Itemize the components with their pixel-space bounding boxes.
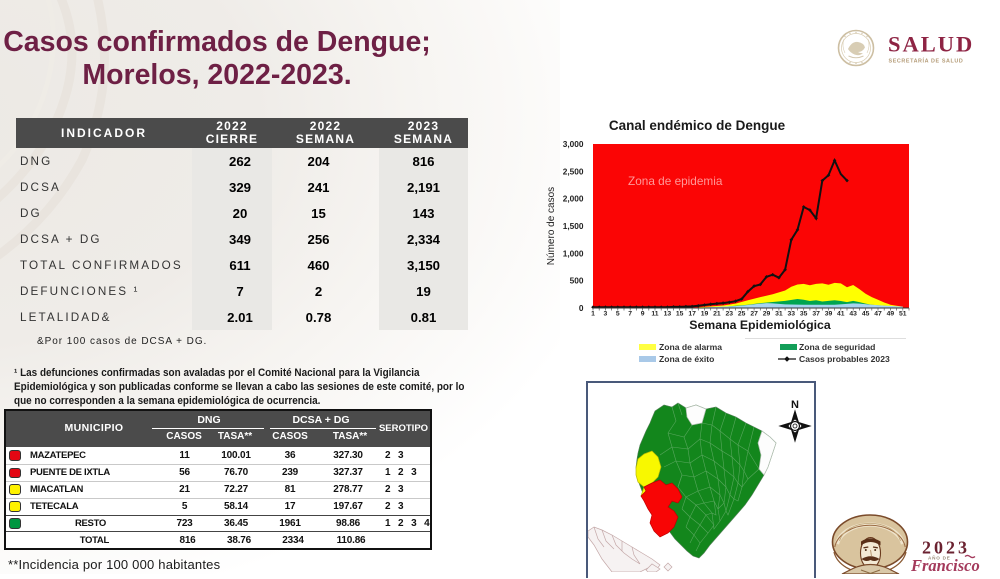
svg-text:7: 7 [628, 311, 632, 318]
svg-text:41: 41 [837, 311, 845, 318]
svg-text:0: 0 [579, 303, 584, 313]
svg-text:25: 25 [738, 311, 746, 318]
svg-text:Canal endémico de Dengue: Canal endémico de Dengue [609, 118, 786, 133]
svg-text:Zona de epidemia: Zona de epidemia [628, 174, 723, 188]
svg-text:13: 13 [664, 311, 672, 318]
svg-text:N: N [791, 399, 799, 411]
svg-text:1,500: 1,500 [563, 221, 584, 231]
svg-text:19: 19 [701, 311, 709, 318]
svg-text:Zona de éxito: Zona de éxito [659, 354, 714, 364]
svg-text:21: 21 [713, 311, 721, 318]
svg-text:43: 43 [849, 311, 857, 318]
svg-text:2023: 2023 [922, 538, 970, 558]
svg-text:47: 47 [874, 311, 882, 318]
svg-text:3: 3 [604, 311, 608, 318]
svg-text:15: 15 [676, 311, 684, 318]
svg-text:2,000: 2,000 [563, 194, 584, 204]
svg-text:27: 27 [750, 311, 758, 318]
svg-text:1,000: 1,000 [563, 248, 584, 258]
svg-text:29: 29 [763, 311, 771, 318]
svg-text:23: 23 [726, 311, 734, 318]
svg-text:17: 17 [688, 311, 696, 318]
svg-text:39: 39 [825, 311, 833, 318]
svg-text:49: 49 [887, 311, 895, 318]
svg-text:33: 33 [788, 311, 796, 318]
svg-text:11: 11 [651, 311, 658, 318]
svg-text:Zona de seguridad: Zona de seguridad [799, 342, 875, 352]
svg-text:31: 31 [775, 311, 783, 318]
svg-text:SECRETARÍA DE SALUD: SECRETARÍA DE SALUD [889, 57, 964, 65]
svg-text:37: 37 [812, 311, 820, 318]
svg-text:500: 500 [570, 276, 584, 286]
svg-text:SALUD: SALUD [888, 32, 974, 57]
svg-text:51: 51 [899, 311, 907, 318]
svg-text:3,000: 3,000 [563, 139, 584, 149]
svg-text:45: 45 [862, 311, 870, 318]
svg-text:AÑO DE: AÑO DE [928, 555, 951, 561]
svg-text:9: 9 [641, 311, 645, 318]
svg-text:1: 1 [591, 311, 595, 318]
svg-text:Casos probables 2023: Casos probables 2023 [799, 354, 890, 364]
svg-text:2,500: 2,500 [563, 166, 584, 176]
svg-text:5: 5 [616, 311, 620, 318]
svg-text:Francisco: Francisco [910, 556, 980, 574]
svg-text:Semana Epidemiológica: Semana Epidemiológica [689, 318, 831, 332]
svg-text:Número de casos: Número de casos [546, 187, 557, 265]
svg-text:Zona de alarma: Zona de alarma [659, 342, 722, 352]
svg-text:35: 35 [800, 311, 808, 318]
